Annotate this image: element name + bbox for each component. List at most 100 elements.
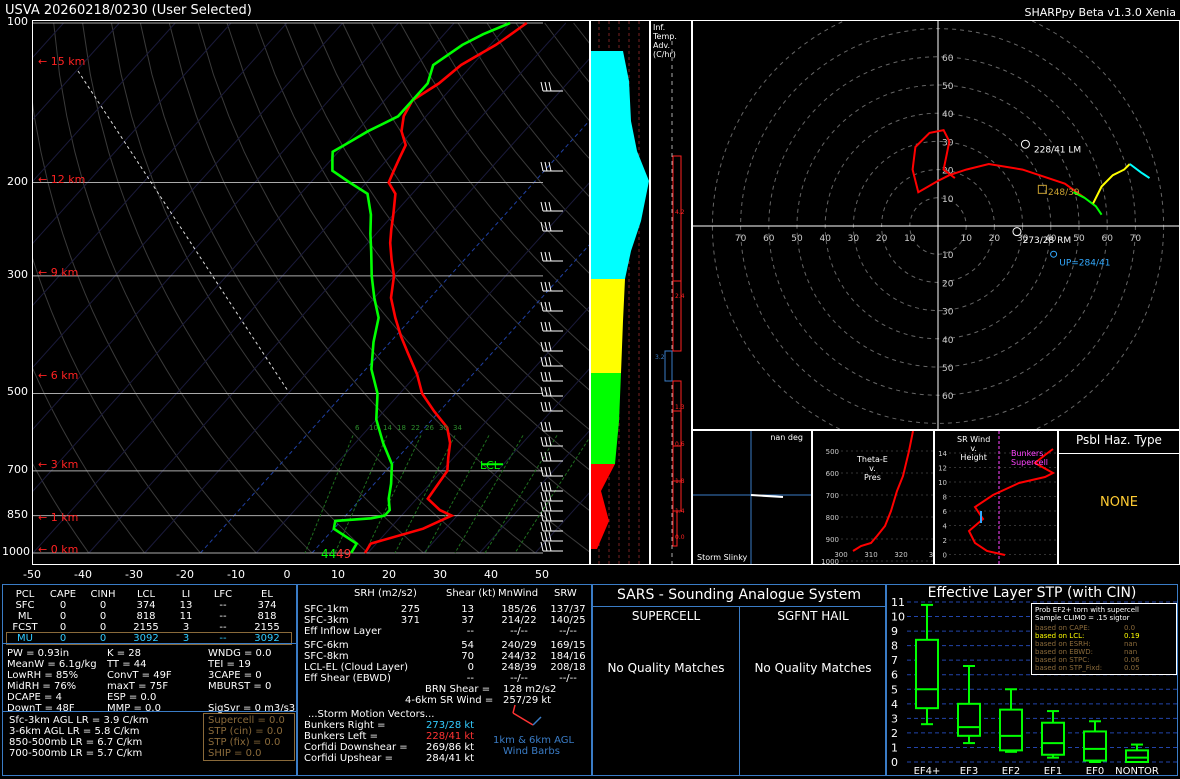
bunkers-left-value: 228/41 kt — [426, 731, 475, 742]
dry-adiabat-line — [515, 22, 589, 121]
wind-barb-flag — [544, 491, 548, 502]
parcel-row-ml[interactable]: ML 0 0 818 11 -- 818 — [17, 611, 277, 622]
parcel-row-mu[interactable]: MU 0 0 3092 3 -- 3092 — [6, 632, 292, 645]
advection-bar — [672, 155, 682, 282]
dry-adiabat-line — [53, 22, 313, 554]
hazard-title: Psbl Haz. Type — [1076, 433, 1162, 447]
kinematic-bar-segment — [591, 279, 625, 373]
parcel-table: PCL CAPE CINH LCL LI LFC EL SFC 0 0 374 13 --… — [6, 589, 292, 645]
wind-barb-flag — [548, 356, 552, 367]
sr-y-label: 6 — [943, 508, 948, 516]
kinematic-bar-panel — [590, 20, 650, 565]
shear-value: -- — [466, 673, 474, 684]
wind-barb-flag — [548, 401, 552, 412]
skewt-panel[interactable] — [32, 20, 590, 565]
mnwind-value: --/-- — [510, 626, 528, 637]
stp-legend-value: 0.0 — [1124, 624, 1136, 632]
temperature-label: 30 — [433, 568, 447, 581]
advection-value: 1.4 — [675, 508, 685, 515]
theta-x-label: 3 — [929, 551, 933, 559]
srw-value: --/-- — [559, 626, 577, 637]
composite-box: Supercell = 0.0 STP (cin) = 0.0 STP (fix… — [203, 713, 295, 761]
advection-value: 0.6 — [675, 441, 685, 448]
temperature-trace — [363, 21, 528, 554]
sr-y-label: 10 — [938, 479, 947, 487]
srh-header: SRH (m2/s2) — [354, 588, 417, 599]
wind-barb-flag — [540, 356, 544, 367]
wind-barb — [540, 161, 563, 172]
stp-legend-value: 0.19 — [1124, 632, 1140, 640]
temperature-label: 10 — [331, 568, 345, 581]
hodograph-panel[interactable]: 70 60 50 40 30 20 10 10 20 30 40 50 60 70 60 50 40 30 20 10… — [692, 20, 1180, 430]
wind-barb-flag — [544, 501, 548, 512]
parcel-row-fcst[interactable]: FCST 0 0 2155 3 -- 2155 — [12, 622, 280, 633]
stp-category-label: EF1 — [1044, 766, 1062, 775]
sr-wind-label: 4-6km SR Wind = — [405, 695, 494, 706]
pressure-label: 100 — [7, 15, 28, 28]
wind-barb — [540, 436, 563, 447]
sars-title: SARS - Sounding Analogue System — [617, 587, 861, 603]
storm-vectors-title: ...Storm Motion Vectors... — [308, 709, 435, 720]
stp-box — [957, 665, 981, 745]
barb-label-1: 1km & 6km AGL — [493, 735, 575, 746]
advection-value: 0.0 — [675, 534, 685, 541]
hodograph-axis-label: 40 — [819, 234, 831, 244]
wind-barb-flag — [544, 386, 548, 397]
shear-header: Shear (kt) — [446, 588, 496, 599]
sr-y-label: 8 — [943, 494, 947, 502]
isotherm-line — [423, 368, 589, 554]
wind-barb-flag — [548, 491, 552, 502]
temperature-label: -30 — [125, 568, 143, 581]
stp-y-label: 6 — [891, 669, 898, 682]
parcel-row-sfc[interactable]: SFC 0 0 374 13 -- 374 — [15, 600, 277, 611]
sars-supercell-title: SUPERCELL — [631, 609, 701, 623]
pressure-label: 850 — [7, 507, 28, 521]
thermo-panel: PCL CAPE CINH LCL LI LFC EL SFC 0 0 374 13 --… — [2, 584, 297, 776]
sr-wind-tags: Bunkers Supercell — [1011, 449, 1049, 467]
stp-box — [1083, 720, 1107, 763]
wind-barb — [540, 511, 563, 522]
temperature-label: 50 — [535, 568, 549, 581]
advection-bar — [672, 445, 682, 482]
height-label: ← 12 km — [38, 172, 86, 186]
mixing-ratio-label: 18 — [397, 424, 406, 432]
wind-barb-flag — [548, 436, 552, 447]
dry-adiabat-line — [33, 258, 201, 554]
stp-legend-label: based on LCL: — [1035, 632, 1085, 640]
stp-category-label: EF4+ — [914, 766, 941, 775]
wind-barb — [540, 221, 563, 232]
theta-y-label: 700 — [826, 492, 839, 500]
mixing-ratio-line — [364, 435, 422, 554]
height-label: ← 0 km — [38, 543, 79, 556]
hodograph-axis-label: 70 — [735, 234, 747, 244]
height-label: ← 1 km — [38, 510, 79, 524]
isotherm-line — [33, 22, 176, 182]
stp-legend-value: 0.06 — [1124, 656, 1140, 664]
wind-barb — [540, 541, 563, 552]
wind-barb-flag — [548, 201, 552, 212]
dry-adiabat-line — [399, 22, 589, 274]
wind-barb-flag — [544, 161, 548, 172]
temperature-label: 0 — [283, 568, 291, 581]
srw-value: 140/25 — [550, 615, 586, 626]
corfidi-up-label: Corfidi Upshear = — [304, 753, 393, 764]
hodograph-axis-label: 10 — [904, 234, 916, 244]
advection-value: 3.2 — [655, 354, 665, 361]
wind-barb-flag — [540, 321, 544, 332]
wind-barb-flag — [548, 281, 552, 292]
stp-y-label: 2 — [891, 727, 898, 740]
stp-box-body — [1083, 730, 1107, 762]
wind-barb — [540, 341, 563, 352]
shear-value: 13 — [461, 604, 474, 615]
height-label: ← 9 km — [38, 265, 79, 279]
mnwind-value: --/-- — [510, 673, 528, 684]
mixing-ratio-label: 34 — [453, 424, 462, 432]
wind-barb-flag — [540, 541, 544, 552]
wind-barb-flag — [540, 481, 544, 492]
inferred-temp-panel: Inf. Temp. Adv. (C/hr) 4.2 2.4 3.2 1.3 0.6 1.8… — [650, 20, 692, 565]
mnwind-value: 248/39 — [501, 662, 537, 673]
dry-adiabat-line — [226, 22, 589, 511]
inferred-title: Inf. Temp. Adv. (C/hr) — [653, 23, 677, 59]
pressure-label: 1000 — [2, 545, 30, 558]
